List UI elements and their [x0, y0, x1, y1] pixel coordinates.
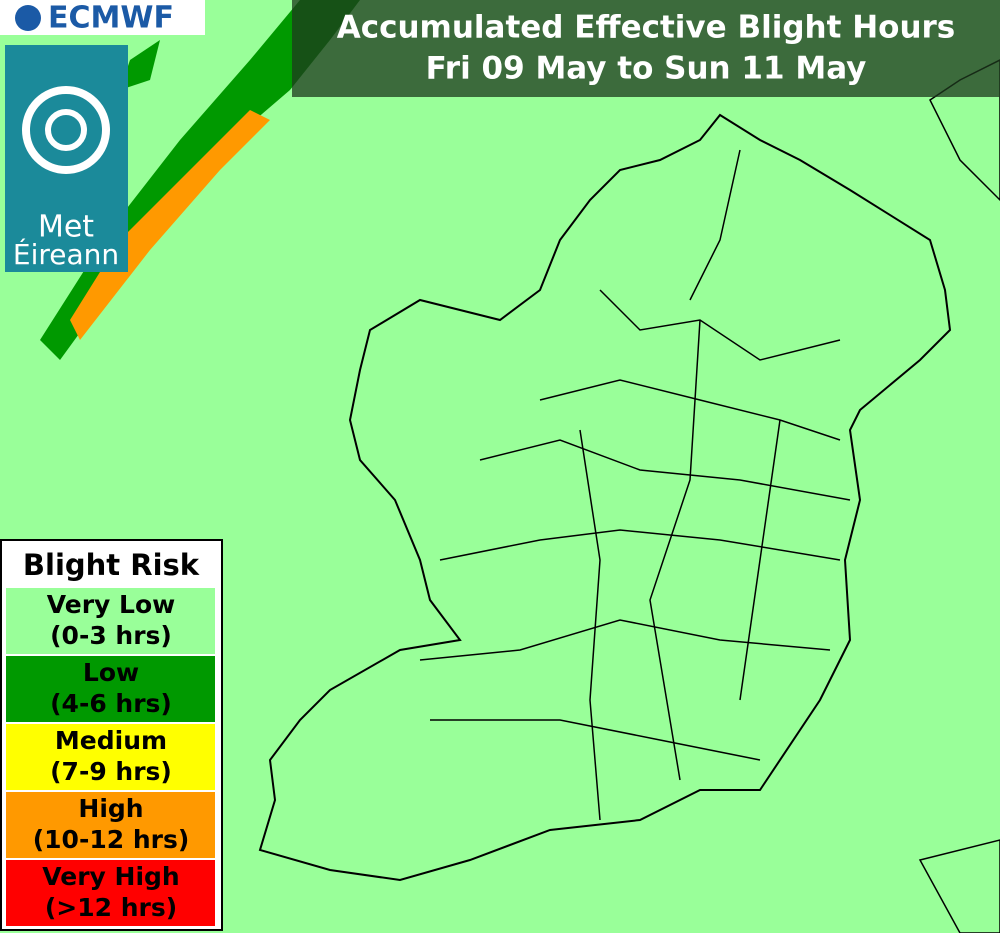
legend-range: (>12 hrs) [45, 893, 177, 922]
met-logo-bg [5, 45, 128, 272]
legend-range: (7-9 hrs) [50, 757, 172, 786]
legend: Blight Risk Very Low(0-3 hrs) Low(4-6 hrs… [0, 539, 223, 931]
border [739, 419, 781, 701]
legend-label: Medium [55, 726, 167, 755]
legend-label: Very Low [47, 590, 175, 619]
border [479, 439, 851, 501]
legend-swatch [6, 656, 215, 722]
legend-label: Very High [42, 862, 179, 891]
ecmwf-emblem [15, 5, 41, 31]
border [430, 719, 761, 761]
legend-label: Low [83, 658, 139, 687]
met-logo: Éireann [13, 237, 119, 271]
britain-coast [918, 839, 1000, 933]
border [689, 149, 741, 301]
ecmwf-logo: ECMWF [48, 1, 174, 36]
legend-swatch [6, 860, 215, 926]
band-high [70, 110, 270, 340]
legend-swatch [6, 792, 215, 858]
border [649, 319, 701, 781]
border [439, 529, 841, 561]
met-logo: Met [38, 210, 94, 245]
border [579, 429, 601, 821]
legend-range: (4-6 hrs) [50, 689, 172, 718]
county-borders [419, 149, 851, 821]
border [539, 379, 841, 441]
border [419, 619, 831, 661]
title: Accumulated Effective Blight Hours [337, 10, 956, 46]
subtitle: Fri 09 May to Sun 11 May [426, 51, 867, 87]
ireland-outline [258, 113, 952, 882]
legend-swatch [6, 588, 215, 654]
legend-label: High [78, 794, 143, 823]
title-banner [292, 0, 1000, 97]
legend-range: (10-12 hrs) [33, 825, 190, 854]
band-patch [120, 40, 160, 90]
met-emblem [45, 109, 87, 151]
met-emblem [22, 86, 110, 174]
legend-range: (0-3 hrs) [50, 621, 172, 650]
legend-title: Blight Risk [23, 548, 200, 582]
legend-swatch [6, 724, 215, 790]
